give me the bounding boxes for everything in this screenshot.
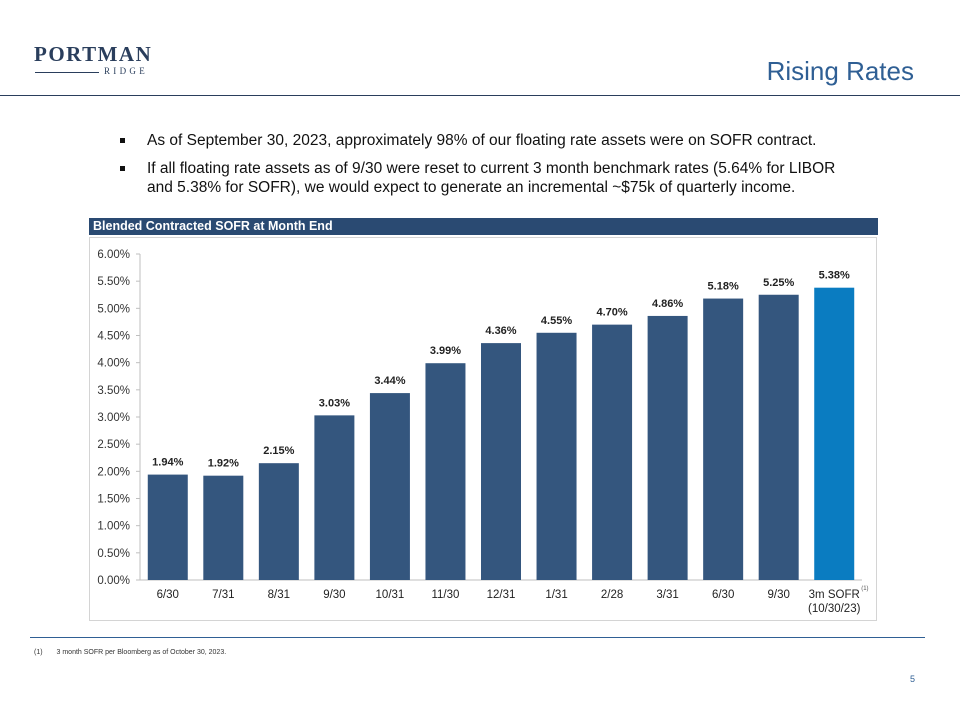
bar xyxy=(536,332,577,580)
y-tick-label: 3.50% xyxy=(97,385,130,397)
bar-value-label: 4.70% xyxy=(596,307,627,319)
x-tick-label: 10/31 xyxy=(376,589,405,601)
bar-value-label: 4.86% xyxy=(652,298,683,310)
bar-value-label: 3.03% xyxy=(319,397,350,409)
x-tick-label: 3/31 xyxy=(656,589,678,601)
bullet-square-icon xyxy=(120,138,125,143)
bar xyxy=(203,475,244,580)
bar xyxy=(314,415,355,580)
y-tick-label: 1.00% xyxy=(97,521,130,533)
y-tick-label: 0.50% xyxy=(97,548,130,560)
logo-wordmark: PORTMAN xyxy=(34,42,153,66)
y-tick-label: 4.00% xyxy=(97,358,130,370)
bar-value-label: 5.25% xyxy=(763,277,794,289)
portman-ridge-logo: PORTMAN RIDGE xyxy=(34,42,151,78)
y-tick-label: 5.50% xyxy=(97,276,130,288)
x-tick-label: 8/31 xyxy=(268,589,290,601)
y-tick-label: 5.00% xyxy=(97,303,130,315)
x-tick-label: 2/28 xyxy=(601,589,623,601)
x-tick-label: (10/30/23) xyxy=(808,603,861,615)
bullet-text: As of September 30, 2023, approximately … xyxy=(147,132,817,149)
page-number: 5 xyxy=(909,674,915,684)
bullet-square-icon xyxy=(120,166,125,171)
bar xyxy=(592,324,633,580)
bar xyxy=(647,315,688,580)
bullet-text: If all floating rate assets as of 9/30 w… xyxy=(147,160,836,196)
bullet-item: If all floating rate assets as of 9/30 w… xyxy=(120,159,860,197)
bullet-list: As of September 30, 2023, approximately … xyxy=(120,131,860,206)
y-tick-label: 1.50% xyxy=(97,494,130,506)
bar xyxy=(814,287,855,580)
footnote: (1) 3 month SOFR per Bloomberg as of Oct… xyxy=(34,649,226,656)
chart-frame: 0.00% 0.50% 1.00% 1.50% 2.00% 2.50% 3.00% 3.50%… xyxy=(89,237,877,621)
logo-subtitle: RIDGE xyxy=(104,66,148,76)
bar-value-label: 1.92% xyxy=(208,458,239,470)
y-tick-label: 0.00% xyxy=(97,575,130,587)
bar-value-label: 5.18% xyxy=(708,281,739,293)
x-tick-label: 3m SOFR xyxy=(809,589,860,601)
bar xyxy=(425,363,466,580)
logo-rule xyxy=(35,72,99,73)
bar-value-label: 5.38% xyxy=(819,270,850,282)
bar-value-label: 2.15% xyxy=(263,445,294,457)
footnote-number: (1) xyxy=(34,649,43,656)
x-tick-label: 1/31 xyxy=(545,589,567,601)
bar-value-label: 1.94% xyxy=(152,457,183,469)
bullet-item: As of September 30, 2023, approximately … xyxy=(120,131,860,150)
page-title: Rising Rates xyxy=(766,56,914,86)
x-tick-label: 11/30 xyxy=(431,589,459,601)
x-tick-label: 7/31 xyxy=(212,589,234,601)
bar xyxy=(369,393,410,580)
bar-value-label: 3.99% xyxy=(430,345,461,357)
bar xyxy=(481,343,521,580)
y-tick-label: 6.00% xyxy=(97,249,130,261)
x-tick-label: 6/30 xyxy=(157,589,179,601)
bar xyxy=(758,294,799,580)
x-tick-label: 9/30 xyxy=(323,589,345,601)
bar-value-label: 4.36% xyxy=(485,325,516,337)
bar-value-label: 4.55% xyxy=(541,315,572,327)
footnote-text: 3 month SOFR per Bloomberg as of October… xyxy=(56,649,227,656)
bar-chart: 0.00% 0.50% 1.00% 1.50% 2.00% 2.50% 3.00% 3.50%… xyxy=(97,249,868,615)
bar xyxy=(703,298,744,580)
chart-title: Blended Contracted SOFR at Month End xyxy=(93,219,333,233)
chart-header-bar: Blended Contracted SOFR at Month End xyxy=(89,218,878,235)
title-divider xyxy=(0,95,960,96)
y-tick-label: 3.00% xyxy=(97,412,130,424)
y-tick-label: 4.50% xyxy=(97,331,130,343)
footer-divider xyxy=(30,637,925,638)
y-tick-label: 2.00% xyxy=(97,466,130,478)
bar-value-label: 3.44% xyxy=(374,375,405,387)
x-tick-label: 12/31 xyxy=(487,589,516,601)
bar xyxy=(147,474,188,580)
x-tick-label: 9/30 xyxy=(767,589,789,601)
footnote-marker: (1) xyxy=(861,586,868,592)
y-tick-label: 2.50% xyxy=(97,439,130,451)
x-tick-label: 6/30 xyxy=(712,589,734,601)
bar xyxy=(258,463,299,580)
